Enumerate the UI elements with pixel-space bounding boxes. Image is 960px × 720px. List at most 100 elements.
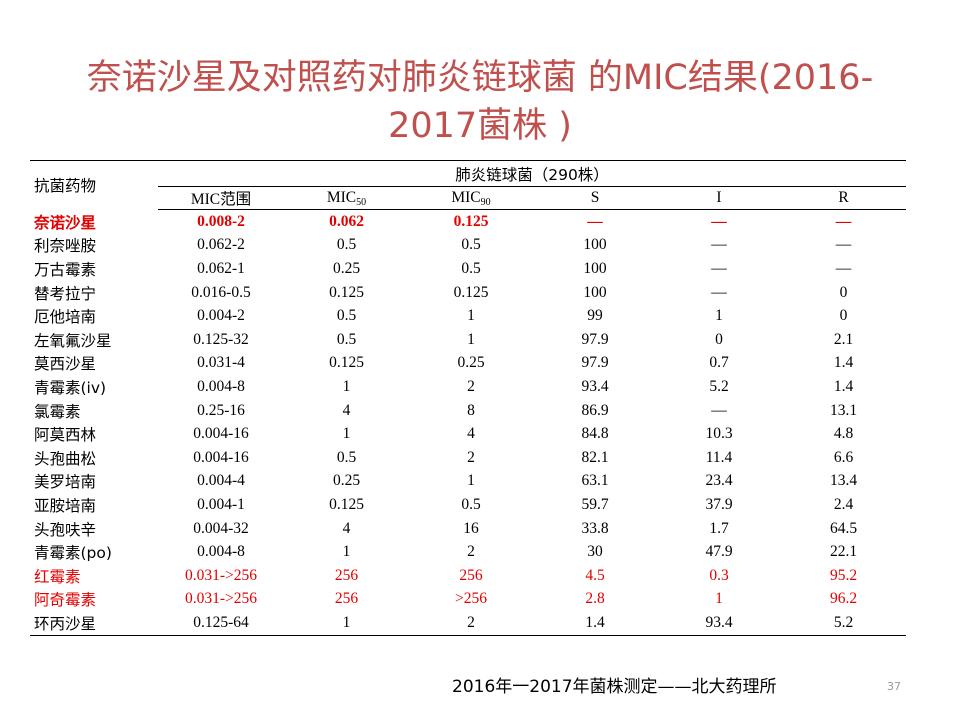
table-header-row-1: 抗菌药物 肺炎链球菌（290株） <box>30 160 907 210</box>
table-row: 莫西沙星 0.031-4 0.125 0.25 97.9 0.7 1.4 <box>30 352 906 376</box>
i-value: 47.9 <box>705 543 733 561</box>
table-row: 左氧氟沙星 0.125-32 0.5 1 97.9 0 2.1 <box>30 328 906 352</box>
mic50-value: 1 <box>342 543 351 561</box>
r-value: 13.4 <box>829 472 858 490</box>
mic90-value: 1 <box>467 307 475 325</box>
mic50-value: 1 <box>284 611 409 636</box>
r-value: — <box>835 259 852 277</box>
mic50-value: 256 <box>334 590 359 608</box>
table-row: 万古霉素 0.062-1 0.25 0.5 100 — — <box>30 257 906 281</box>
drug-name: 美罗培南 <box>34 473 97 492</box>
col-header-mic-range: MIC范围 <box>158 186 284 210</box>
drug-name: 厄他培南 <box>34 308 97 327</box>
col-header-mic90: MIC90 <box>409 186 533 210</box>
mic-range: 0.25-16 <box>197 401 245 419</box>
s-value: 99 <box>587 307 603 325</box>
i-value: 0 <box>715 330 723 348</box>
mic90-value: 0.5 <box>461 236 481 254</box>
mic90-value: 16 <box>463 519 479 537</box>
s-value: 97.9 <box>581 354 609 372</box>
col-header-i: I <box>657 186 781 210</box>
mic-range: 0.031->256 <box>184 590 258 608</box>
mic90-value: 256 <box>459 566 483 584</box>
table-row: 环丙沙星 0.125-64 1 2 1.4 93.4 5.2 <box>30 611 907 636</box>
drug-name: 青霉素(po) <box>34 544 112 563</box>
r-value: 96.2 <box>829 590 858 608</box>
mic-range: 0.004-32 <box>193 519 249 537</box>
s-value: 4.5 <box>585 566 605 584</box>
table-row: 青霉素(po) 0.004-8 1 2 30 47.9 22.1 <box>30 540 906 564</box>
mic-range: 0.004-2 <box>197 307 245 325</box>
table-row: 奈诺沙星 0.008-2 0.062 0.125 — — — <box>30 210 906 234</box>
mic50-value: 0.5 <box>336 307 357 325</box>
mic-table: 抗菌药物 肺炎链球菌（290株） MIC范围 MIC50 MIC90 S I R… <box>30 160 907 636</box>
mic-range: 0.004-16 <box>193 448 249 466</box>
r-value: 95.2 <box>829 566 858 584</box>
i-value: 1 <box>715 590 723 608</box>
drug-name: 奈诺沙星 <box>34 213 97 232</box>
drug-column-header: 抗菌药物 <box>30 160 158 210</box>
r-value: — <box>835 236 852 254</box>
mic90-value: 0.25 <box>457 354 485 372</box>
i-value: — <box>711 283 727 301</box>
mic-range: 0.125-64 <box>158 611 284 636</box>
r-value: 1.4 <box>833 354 854 372</box>
mic90-value: 0.5 <box>461 495 481 513</box>
mic50-value: 0.125 <box>329 354 364 372</box>
drug-name: 亚胺培南 <box>34 496 97 515</box>
table-row: 亚胺培南 0.004-1 0.125 0.5 59.7 37.9 2.4 <box>30 493 906 517</box>
i-value: 93.4 <box>657 611 781 636</box>
mic90-value: >256 <box>455 590 487 608</box>
source-footnote: 2016年一2017年菌株测定——北大药理所 <box>452 677 777 697</box>
mic90-value: 1 <box>467 330 475 348</box>
mic50-value: 0.25 <box>332 259 361 277</box>
s-value: 82.1 <box>581 448 609 466</box>
table-row: 阿奇霉素 0.031->256 256 >256 2.8 1 96.2 <box>30 588 906 612</box>
i-value: 10.3 <box>705 425 733 443</box>
table-row: 氯霉素 0.25-16 4 8 86.9 — 13.1 <box>30 399 906 423</box>
mic50-value: 0.5 <box>336 236 357 254</box>
mic50-subscript: 50 <box>356 196 367 208</box>
drug-name: 万古霉素 <box>34 260 97 279</box>
table-row: 阿莫西林 0.004-16 1 4 84.8 10.3 4.8 <box>30 422 906 446</box>
mic50-value: 0.125 <box>329 283 364 301</box>
mic90-value: 8 <box>467 401 475 419</box>
mic90-value: 4 <box>467 425 475 443</box>
drug-name: 头孢曲松 <box>34 449 97 468</box>
i-value: 23.4 <box>705 472 733 490</box>
mic50-label: MIC <box>326 188 357 206</box>
table-row: 厄他培南 0.004-2 0.5 1 99 1 0 <box>30 304 906 328</box>
mic-range: 0.004-16 <box>193 425 249 443</box>
drug-name: 左氧氟沙星 <box>34 331 112 350</box>
drug-name: 氯霉素 <box>34 402 81 421</box>
slide-title-line2: 2017菌株 ) <box>388 106 572 146</box>
mic-range: 0.125-32 <box>193 330 249 348</box>
s-value: 1.4 <box>533 611 657 636</box>
mic-table-container: 抗菌药物 肺炎链球菌（290株） MIC范围 MIC50 MIC90 S I R… <box>30 160 907 636</box>
r-value: 0 <box>839 283 848 301</box>
mic-range: 0.004-8 <box>197 543 245 561</box>
i-value: 5.2 <box>709 377 729 395</box>
r-value: 6.6 <box>833 448 854 466</box>
mic90-value: 2 <box>467 543 475 561</box>
i-value: — <box>711 401 727 419</box>
mic50-value: 0.5 <box>336 448 357 466</box>
organism-group-header: 肺炎链球菌（290株） <box>158 160 907 187</box>
mic90-label: MIC <box>451 188 481 206</box>
mic-range: 0.062-2 <box>197 236 245 254</box>
s-value: — <box>587 212 603 230</box>
table-row: 利奈唑胺 0.062-2 0.5 0.5 100 — — <box>30 234 906 258</box>
r-value: 64.5 <box>829 519 858 537</box>
r-value: 1.4 <box>833 377 854 395</box>
i-value: 11.4 <box>705 448 733 466</box>
r-value: 5.2 <box>781 611 907 636</box>
s-value: 33.8 <box>581 519 609 537</box>
table-row: 头孢曲松 0.004-16 0.5 2 82.1 11.4 6.6 <box>30 446 906 470</box>
i-value: 1.7 <box>709 519 729 537</box>
i-value: 1 <box>715 307 723 325</box>
mic90-value: 1 <box>467 472 475 490</box>
mic-range: 0.031-4 <box>197 354 245 372</box>
mic90-value: 2 <box>467 377 475 395</box>
s-value: 84.8 <box>581 425 609 443</box>
page-number: 37 <box>887 680 901 693</box>
